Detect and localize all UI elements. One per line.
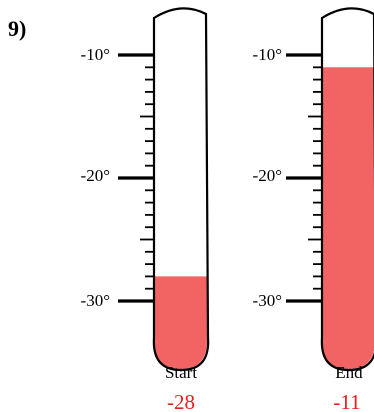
- tube-outline: [152, 7, 210, 372]
- reading-start: -28: [167, 390, 195, 412]
- thermometer-start: -10° -20° -30° Start -28: [81, 7, 210, 412]
- scale-ticks: [286, 53, 322, 303]
- thermometer-end: -10° -20° -30° End -11: [253, 7, 374, 412]
- caption-end: End: [335, 363, 363, 382]
- liquid-fill: [153, 276, 208, 369]
- tick-label-minus-10: -10°: [253, 45, 282, 64]
- scale-ticks: [118, 53, 154, 303]
- tick-label-minus-20: -20°: [253, 166, 282, 185]
- tick-label-minus-30: -30°: [253, 291, 282, 310]
- tick-label-minus-20: -20°: [81, 166, 110, 185]
- tube-outline: [320, 7, 374, 372]
- tick-label-minus-30: -30°: [81, 291, 110, 310]
- caption-start: Start: [165, 363, 197, 382]
- reading-end: -11: [333, 390, 360, 412]
- problem-number: 9): [8, 16, 26, 41]
- liquid-fill: [321, 67, 374, 369]
- tick-label-minus-10: -10°: [81, 45, 110, 64]
